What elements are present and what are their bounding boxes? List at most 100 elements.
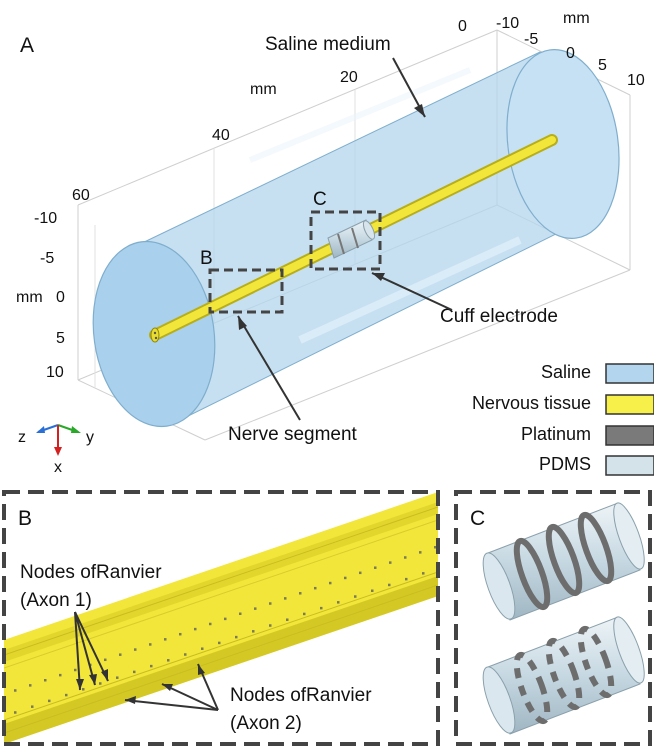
z-tick-40: 40: [212, 127, 230, 144]
axis-triad: z y x: [18, 424, 94, 476]
node-of-ranvier: [14, 711, 17, 714]
node-of-ranvier: [74, 668, 77, 672]
node-of-ranvier: [99, 682, 102, 685]
node-of-ranvier: [14, 689, 17, 692]
axon1-label-line2: (Axon 1): [20, 590, 92, 611]
node-of-ranvier: [44, 678, 47, 682]
node-of-ranvier: [194, 627, 197, 631]
y-tick-5: 5: [598, 57, 607, 74]
node-of-ranvier: [133, 670, 136, 674]
x-tick-neg5: -5: [40, 250, 54, 267]
z-tick-20: 20: [340, 69, 358, 86]
node-of-ranvier: [284, 597, 287, 600]
node-of-ranvier: [303, 612, 306, 616]
zoom-box-c: [309, 210, 382, 271]
node-of-ranvier: [314, 586, 317, 590]
node-of-ranvier: [31, 705, 34, 708]
cuff-electrode-callout: Cuff electrode: [440, 306, 558, 327]
panel-a: A: [16, 10, 654, 476]
z-axis: 0 20 40 60 mm: [72, 18, 467, 204]
panel-b: B Nodes ofRanvier (Axon 1) Nodes ofRanvi…: [2, 490, 440, 746]
panel-c-label: C: [470, 507, 485, 530]
nerve-segment-arrow: [237, 315, 301, 421]
node-of-ranvier: [337, 601, 340, 604]
node-of-ranvier: [167, 659, 170, 662]
x-tick-0: 0: [56, 289, 65, 306]
node-of-ranvier: [252, 630, 255, 633]
legend-label-pdms: PDMS: [539, 454, 591, 474]
node-of-ranvier: [434, 546, 437, 549]
cuff-segmented-electrode: [482, 616, 645, 735]
panel-b-label: B: [18, 507, 32, 530]
zoom-box-b-label: B: [200, 248, 213, 269]
triad-z-label: z: [18, 429, 26, 446]
node-of-ranvier: [359, 571, 362, 575]
x-axis: -10 -5 0 5 10 mm: [16, 210, 65, 381]
node-of-ranvier: [269, 624, 272, 627]
node-of-ranvier: [179, 632, 182, 636]
node-of-ranvier: [254, 607, 257, 610]
x-axis-unit: mm: [16, 289, 43, 306]
node-of-ranvier: [299, 592, 302, 595]
node-of-ranvier: [388, 583, 391, 587]
legend-label-saline: Saline: [541, 362, 591, 382]
panel-c: C: [454, 490, 652, 746]
triad-x-label: x: [54, 459, 62, 476]
node-of-ranvier: [389, 561, 392, 564]
node-of-ranvier: [48, 699, 51, 703]
node-of-ranvier: [29, 684, 32, 687]
node-of-ranvier: [235, 635, 238, 639]
node-of-ranvier: [209, 622, 212, 626]
node-of-ranvier: [354, 595, 357, 598]
node-of-ranvier: [65, 693, 68, 697]
node-of-ranvier: [374, 566, 377, 569]
node-of-ranvier: [269, 602, 272, 605]
legend-swatch-saline: [605, 363, 654, 384]
panel-b-frame: [2, 490, 440, 746]
node-of-ranvier: [150, 664, 153, 668]
legend-swatch-nervous-tissue: [605, 394, 654, 415]
saline-medium-callout: Saline medium: [265, 34, 391, 55]
zoom-box-c-label: C: [313, 189, 327, 210]
y-axis: -10 -5 0 5 10 mm: [496, 10, 645, 89]
node-of-ranvier: [164, 638, 167, 641]
z-tick-60: 60: [72, 187, 90, 204]
node-of-ranvier: [184, 653, 187, 656]
x-tick-10: 10: [46, 364, 64, 381]
node-of-ranvier: [218, 641, 221, 645]
node-of-ranvier: [239, 612, 242, 616]
y-tick-0: 0: [566, 45, 575, 62]
node-of-ranvier: [344, 576, 347, 580]
axon1-arrows: [74, 611, 109, 691]
axon1-label-line1: Nodes ofRanvier: [20, 562, 162, 583]
node-of-ranvier: [329, 581, 332, 585]
legend-swatch-platinum: [605, 425, 654, 446]
node-of-ranvier: [104, 658, 107, 662]
y-axis-unit: mm: [563, 10, 590, 27]
cuff-electrode-arrow: [371, 272, 453, 311]
triad-y-label: y: [86, 429, 94, 446]
node-of-ranvier: [201, 647, 204, 650]
legend: Saline Nervous tissue Platinum PDMS: [472, 362, 654, 476]
axon2-label-line2: (Axon 2): [230, 713, 302, 734]
node-of-ranvier: [371, 589, 374, 592]
zoom-box-b: [208, 268, 284, 314]
legend-swatch-pdms: [605, 455, 654, 476]
node-of-ranvier: [82, 688, 85, 691]
x-tick-5: 5: [56, 330, 65, 347]
z-axis-unit: mm: [250, 81, 277, 98]
node-of-ranvier: [134, 648, 137, 651]
panel-c-frame: [454, 490, 652, 746]
node-of-ranvier: [404, 556, 407, 559]
legend-label-nervous-tissue: Nervous tissue: [472, 393, 591, 413]
node-of-ranvier: [224, 617, 227, 621]
z-tick-0: 0: [458, 18, 467, 35]
node-of-ranvier: [286, 618, 289, 621]
node-of-ranvier: [119, 653, 122, 656]
node-of-ranvier: [320, 606, 323, 610]
nodes-axon-2: [14, 572, 425, 714]
y-tick-neg5: -5: [524, 31, 538, 48]
cuff-ring-electrode: [482, 502, 645, 621]
node-of-ranvier: [419, 551, 422, 554]
